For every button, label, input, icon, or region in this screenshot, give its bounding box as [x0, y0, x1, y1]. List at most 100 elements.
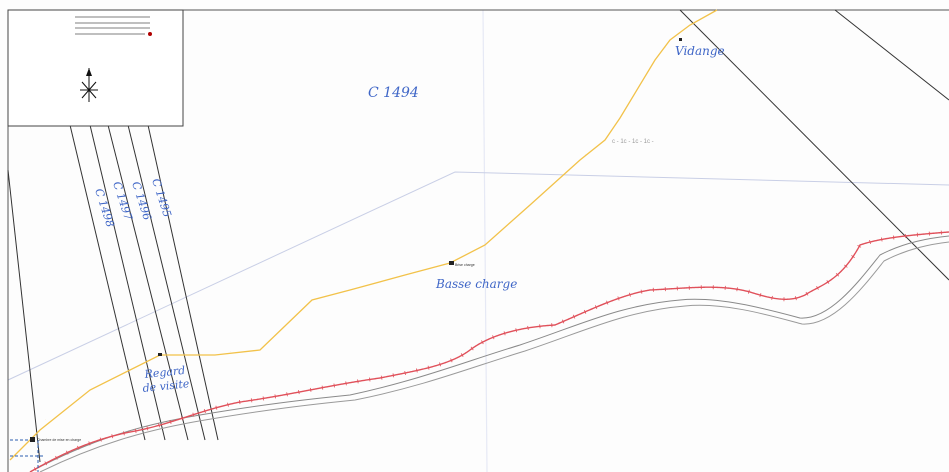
- north-arrow-icon: [80, 68, 98, 102]
- red-pipeline-tick: [33, 467, 37, 472]
- red-pipeline-tick: [123, 431, 125, 436]
- red-pipeline-tick: [134, 428, 137, 433]
- red-pipeline-tick: [805, 291, 809, 296]
- label-regard: Regard: [143, 364, 186, 381]
- brise-charge-marker: [449, 261, 454, 265]
- red-pipeline-tick: [439, 362, 442, 367]
- red-pipeline-tick: [857, 245, 862, 248]
- red-pipeline-tick: [146, 426, 149, 431]
- red-pipeline-tick: [844, 264, 848, 268]
- red-pipeline-tick: [594, 305, 598, 310]
- red-pipeline-tick: [470, 346, 474, 351]
- label-chambre: Chambre de mise en charge: [37, 438, 81, 442]
- label-de-visite: de visite: [142, 377, 190, 395]
- red-pipeline-tick: [227, 402, 229, 407]
- red-pipeline-tick: [380, 375, 383, 380]
- red-pipeline-tick: [111, 434, 114, 439]
- red-pipeline-tick: [747, 289, 750, 294]
- red-pipeline-tick: [503, 331, 506, 336]
- red-pipeline-tick: [583, 309, 587, 314]
- road-edge-1: [29, 235, 949, 472]
- red-pipeline-tick: [345, 381, 347, 386]
- red-pipeline-tick: [617, 296, 620, 301]
- red-pipeline-tick: [759, 293, 762, 298]
- red-pipeline-tick: [640, 289, 643, 294]
- red-pipeline-tick: [262, 396, 265, 401]
- regard-marker: [158, 353, 162, 356]
- road-edge-2: [39, 241, 949, 472]
- sheet-join-line: [482, 9, 488, 472]
- red-pipeline-ticks: [33, 230, 942, 472]
- parcel-label-c1494: C 1494: [368, 85, 419, 101]
- svg-text:·: ·: [410, 269, 411, 273]
- red-pipeline-tick: [481, 340, 484, 345]
- red-pipeline-tick: [203, 409, 206, 414]
- svg-text:·: ·: [230, 349, 231, 353]
- red-pipeline-tick: [99, 437, 102, 442]
- red-pipeline-tick: [736, 287, 738, 292]
- svg-text:·: ·: [45, 417, 46, 421]
- red-pipeline-tick: [357, 379, 359, 384]
- red-pipeline-tick: [515, 328, 518, 333]
- red-pipeline-tick: [215, 405, 218, 410]
- label-brise-charge: Brise charge: [455, 263, 475, 267]
- red-pipeline-tick: [66, 450, 69, 455]
- red-pipeline-tick: [628, 292, 631, 297]
- chambre-marker: [10, 437, 45, 472]
- red-pipeline-tick: [192, 412, 195, 417]
- label-vidange: Vidange: [675, 44, 725, 58]
- red-pipeline-tick: [892, 235, 895, 240]
- red-pipeline-tick: [771, 295, 773, 300]
- parcel-boundary-right-2: [834, 9, 949, 101]
- svg-text:·: ·: [585, 152, 586, 156]
- red-pipeline-tick: [169, 419, 172, 424]
- legend-box: [7, 9, 184, 127]
- red-pipeline-tick: [274, 394, 276, 399]
- red-pipeline-tick: [561, 319, 565, 324]
- red-pipeline-tick: [298, 390, 300, 395]
- red-pipeline-tick: [158, 423, 160, 428]
- red-pipeline-tick: [392, 373, 395, 378]
- parcel-strips: [7, 124, 219, 463]
- red-pipeline: [29, 231, 949, 472]
- red-pipeline-tick: [44, 461, 48, 466]
- red-pipeline-tick: [606, 300, 609, 305]
- red-pipeline-tick: [851, 255, 855, 259]
- faint-boundary-line: [7, 171, 949, 381]
- parcel-boundary-right-1: [679, 9, 949, 281]
- red-pipeline-tick: [816, 286, 819, 290]
- red-pipeline-tick: [460, 353, 464, 358]
- label-basse-charge: Basse charge: [435, 277, 517, 291]
- red-pipeline-tick: [527, 325, 529, 330]
- red-pipeline-tick: [286, 392, 288, 397]
- red-pipeline-tick: [572, 314, 576, 319]
- svg-text:·: ·: [465, 249, 466, 253]
- red-pipeline-tick: [427, 365, 430, 370]
- red-pipeline-tick: [826, 280, 830, 284]
- legend-red-marker: [148, 32, 152, 36]
- faint-note: c - 1c - 1c - 1c -: [612, 139, 654, 145]
- red-pipeline-tick: [55, 455, 58, 460]
- red-pipeline-tick: [369, 377, 371, 382]
- red-pipeline-tick: [238, 400, 241, 405]
- red-pipeline-tick: [450, 358, 453, 363]
- red-pipeline-tick: [180, 416, 183, 421]
- red-pipeline-tick: [250, 398, 253, 403]
- red-pipeline-tick: [321, 385, 324, 390]
- parcel-label-c1498: C 1498: [92, 187, 117, 229]
- svg-text:·: ·: [665, 45, 666, 49]
- red-pipeline-tick: [835, 272, 840, 277]
- legend-rows: [75, 16, 152, 36]
- red-pipeline-tick: [404, 370, 406, 376]
- red-pipeline-tick: [869, 239, 871, 245]
- red-pipeline-tick: [88, 441, 91, 446]
- red-pipeline-tick: [492, 335, 495, 340]
- red-pipeline-tick: [309, 387, 312, 392]
- red-pipeline-tick: [333, 383, 335, 388]
- red-pipeline-tick: [881, 237, 883, 242]
- red-pipeline-tick: [416, 368, 418, 373]
- red-pipeline-tick: [795, 296, 797, 301]
- red-pipeline-tick: [77, 445, 80, 450]
